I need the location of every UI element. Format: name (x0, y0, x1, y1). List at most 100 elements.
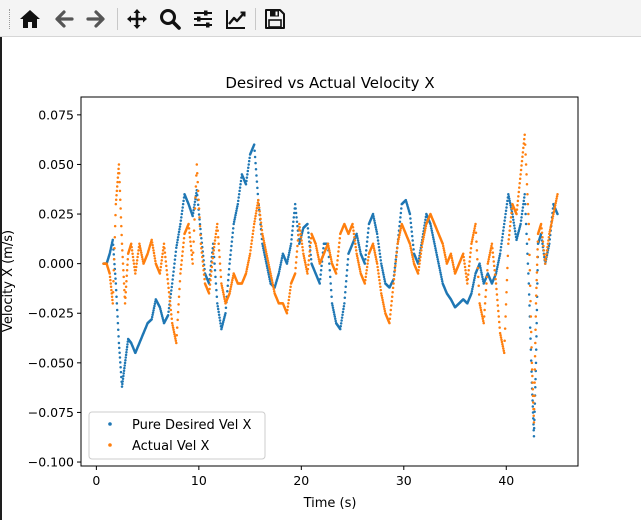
forward-button[interactable] (83, 6, 109, 32)
data-point (466, 282, 469, 285)
legend[interactable]: Pure Desired Vel X Actual Vel X (88, 411, 266, 460)
data-point (179, 267, 183, 271)
data-point (152, 309, 155, 312)
data-point (195, 191, 198, 195)
data-point (288, 249, 291, 252)
data-point (505, 278, 509, 282)
data-point (136, 255, 139, 259)
data-point (504, 212, 507, 216)
save-button[interactable] (262, 6, 288, 32)
data-point (528, 304, 531, 307)
plot-area[interactable] (102, 133, 559, 438)
data-point (167, 291, 171, 294)
data-point (261, 232, 264, 236)
data-point (480, 310, 483, 314)
data-point (495, 270, 498, 273)
data-point (409, 221, 413, 225)
data-point (114, 277, 117, 280)
data-point (173, 258, 177, 261)
data-point (318, 282, 322, 285)
data-point (506, 266, 509, 270)
data-point (180, 263, 183, 266)
data-point (216, 304, 219, 308)
data-point (440, 275, 443, 279)
data-point (388, 317, 392, 320)
data-point (498, 254, 501, 258)
data-point (214, 235, 217, 239)
zoom-button[interactable] (157, 6, 183, 32)
data-point (533, 418, 536, 422)
data-point (400, 207, 403, 210)
toolbar-grip[interactable] (9, 9, 13, 29)
data-point (528, 253, 531, 257)
data-point (542, 249, 546, 252)
data-point (411, 255, 414, 259)
data-point (165, 273, 169, 276)
data-point (331, 306, 335, 309)
data-point (270, 276, 273, 280)
data-point (280, 256, 284, 260)
data-point (515, 212, 518, 216)
data-point (297, 233, 300, 237)
data-point (213, 239, 217, 242)
data-point (394, 258, 398, 261)
data-point (285, 262, 289, 265)
data-point (247, 166, 250, 170)
data-point (513, 229, 517, 233)
data-point (356, 259, 360, 262)
data-point (195, 174, 198, 177)
data-point (420, 242, 424, 246)
edit-axis-button[interactable] (223, 6, 249, 32)
data-point (534, 315, 538, 318)
data-point (179, 219, 183, 222)
data-point (365, 244, 368, 248)
data-point (175, 334, 179, 337)
data-point (112, 269, 116, 272)
data-point (224, 306, 228, 309)
data-point (314, 242, 317, 246)
data-point (173, 262, 176, 265)
home-button[interactable] (17, 6, 43, 32)
data-point (151, 243, 154, 247)
data-point (286, 305, 290, 308)
data-point (529, 348, 533, 351)
data-point (364, 249, 368, 252)
data-point (211, 252, 215, 255)
data-point (262, 241, 266, 244)
data-point (510, 207, 514, 210)
data-point (122, 269, 125, 272)
data-point (287, 302, 290, 305)
y-axis: −0.100 −0.075 −0.050 −0.025 0.000 0.025 0.050 0… (28, 107, 81, 470)
data-point (166, 277, 169, 281)
data-point (163, 246, 166, 250)
data-point (366, 235, 369, 239)
data-point (556, 192, 559, 196)
data-point (216, 307, 220, 311)
data-point (374, 226, 378, 229)
data-point (517, 195, 520, 198)
data-point (119, 207, 122, 210)
data-point (383, 280, 387, 283)
data-point (111, 291, 115, 294)
move-icon (127, 9, 147, 29)
data-point (134, 269, 138, 272)
data-point (327, 246, 331, 250)
data-point (118, 189, 122, 193)
data-point (265, 254, 269, 258)
data-point (264, 248, 267, 251)
data-point (523, 137, 526, 141)
data-point (288, 288, 292, 292)
data-point (449, 252, 453, 255)
data-point (352, 232, 356, 236)
data-point (246, 173, 249, 176)
pan-button[interactable] (124, 6, 150, 32)
configure-subplots-button[interactable] (190, 6, 216, 32)
data-point (117, 163, 121, 166)
data-point (125, 348, 129, 351)
data-point (422, 235, 425, 239)
data-point (484, 288, 488, 292)
data-point (502, 349, 506, 352)
back-button[interactable] (51, 6, 77, 32)
data-point (278, 267, 281, 271)
data-point (238, 189, 241, 193)
